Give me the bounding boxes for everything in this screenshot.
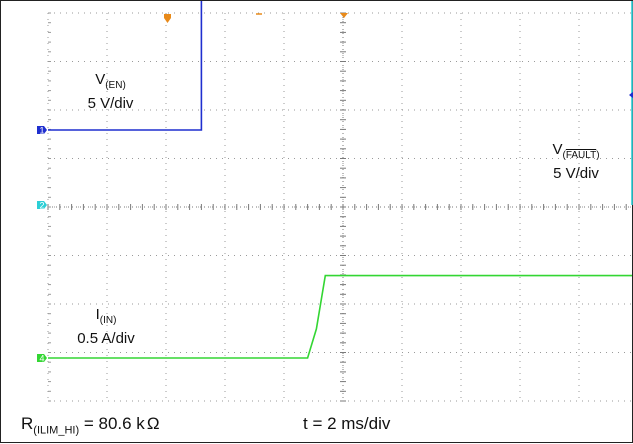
fault-label-close: ) — [596, 150, 600, 161]
trigger-center-marker — [340, 13, 348, 18]
trigger-position-marker — [164, 14, 171, 23]
fault-label-scale: 5 V/div — [553, 165, 599, 182]
fault-label-main: V — [552, 141, 563, 158]
en-label-sub: (EN) — [105, 80, 126, 91]
timebase-text: t = 2 ms/div — [303, 414, 391, 433]
trace-ch2 — [631, 1, 633, 205]
resistor-main: R — [21, 414, 34, 433]
ch2-marker-text: 2 — [40, 201, 45, 211]
in-label-scale: 0.5 A/div — [77, 330, 135, 347]
timebase-annotation: t = 2 ms/div — [303, 414, 390, 434]
ch1-ground-marker — [37, 126, 47, 134]
trace-ch1 — [48, 1, 203, 131]
ch1-marker-text: 1 — [40, 126, 45, 136]
ch1-level-marker — [629, 91, 633, 99]
ch2-ground-marker — [37, 201, 47, 209]
fault-label-open: ( — [562, 150, 566, 161]
resistor-sub: (ILIM_HI) — [33, 424, 80, 437]
en-label-scale: 5 V/div — [87, 95, 134, 112]
ch4-marker-text: 4 — [40, 354, 45, 364]
trace-ch4 — [48, 274, 632, 359]
en-label-main: V — [95, 71, 106, 88]
in-label-main: I — [95, 306, 100, 323]
fault-trace-label: V(FAULT) 5 V/div — [526, 141, 626, 183]
en-trace-label: V(EN) 5 V/div — [63, 71, 158, 113]
in-trace-label: I(IN) 0.5 A/div — [56, 306, 156, 348]
fault-label-overline: FAULT — [565, 150, 597, 161]
resistor-unit: Ω — [146, 414, 160, 433]
in-label-sub: (IN) — [99, 315, 117, 326]
resistor-value: = 80.6 k — [79, 414, 145, 433]
ch4-ground-marker — [37, 354, 47, 362]
